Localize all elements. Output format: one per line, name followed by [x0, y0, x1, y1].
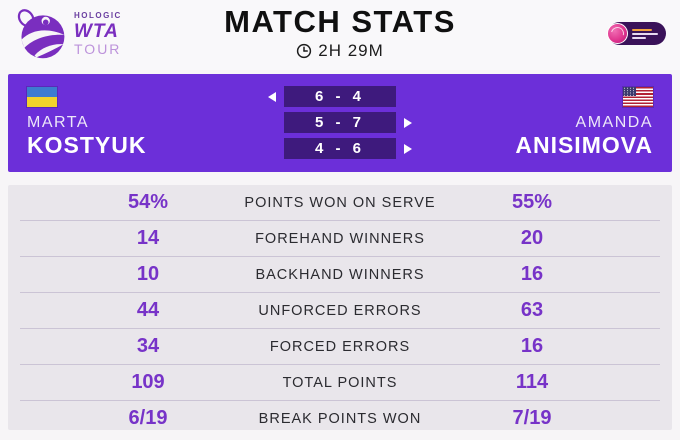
sponsor-logo-icon — [607, 23, 628, 44]
player-right-last-name: ANISIMOVA — [515, 132, 653, 159]
set-3-score: 4 - 6 — [314, 140, 365, 157]
stat-label: UNFORCED ERRORS — [258, 302, 422, 319]
stat-value-anisimova: 63 — [520, 299, 544, 321]
stat-value-kostyuk: 6/19 — [128, 407, 168, 429]
set-scores-column: 6 - 4 5 - 7 4 - 6 — [8, 86, 672, 159]
match-duration: 2H 29M — [0, 41, 680, 61]
stat-value-anisimova: 16 — [520, 335, 544, 357]
set-score-row-3: 4 - 6 — [268, 138, 412, 159]
stat-value-kostyuk: 34 — [136, 335, 160, 357]
set-score-box: 4 - 6 — [284, 138, 396, 159]
clock-icon — [297, 43, 312, 58]
stat-value-kostyuk: 14 — [136, 227, 160, 249]
duration-value: 2H 29M — [318, 40, 384, 60]
stat-value-anisimova: 7/19 — [512, 407, 552, 429]
player-right-first-name: AMANDA — [575, 114, 653, 132]
set-score-box: 5 - 7 — [284, 112, 396, 133]
scoreboard-banner: MARTA KOSTYUK 6 - 4 5 - 7 4 — [8, 74, 672, 172]
wta-logo-text: HOLOGIC WTA TOUR — [74, 11, 122, 57]
player-left-last-name: KOSTYUK — [27, 132, 147, 159]
stat-label: BACKHAND WINNERS — [255, 266, 425, 283]
set-1-score: 6 - 4 — [314, 88, 365, 105]
stat-value-kostyuk: 109 — [131, 371, 165, 393]
stat-row-forehand-winners: 14 FOREHAND WINNERS 20 — [20, 220, 660, 256]
logo-hologic-label: HOLOGIC — [74, 11, 122, 20]
usa-flag-icon — [623, 87, 653, 108]
title-block: MATCH STATS 2H 29M — [0, 4, 680, 61]
player-right: AMANDA ANISIMOVA — [515, 74, 653, 172]
sponsor-logo-text-marks — [632, 28, 658, 39]
player-left: MARTA KOSTYUK — [27, 74, 146, 172]
stat-value-anisimova: 114 — [515, 371, 549, 393]
stat-row-points-won-on-serve: 54% POINTS WON ON SERVE 55% — [20, 185, 660, 220]
header: HOLOGIC WTA TOUR MATCH STATS 2H 29M — [0, 0, 680, 70]
stat-row-forced-errors: 34 FORCED ERRORS 16 — [20, 328, 660, 364]
stats-table: 54% POINTS WON ON SERVE 55% 14 FOREHAND … — [8, 185, 672, 430]
stat-value-anisimova: 20 — [520, 227, 544, 249]
stat-value-anisimova: 16 — [520, 263, 544, 285]
stat-label: POINTS WON ON SERVE — [244, 194, 436, 211]
stat-row-break-points-won: 6/19 BREAK POINTS WON 7/19 — [20, 400, 660, 436]
set-score-row-2: 5 - 7 — [268, 112, 412, 133]
stat-row-total-points: 109 TOTAL POINTS 114 — [20, 364, 660, 400]
set-score-box: 6 - 4 — [284, 86, 396, 107]
page-title: MATCH STATS — [224, 4, 456, 39]
wta-player-mark-icon — [17, 9, 65, 59]
set-score-row-1: 6 - 4 — [268, 86, 412, 107]
stat-value-kostyuk: 44 — [136, 299, 160, 321]
stat-row-unforced-errors: 44 UNFORCED ERRORS 63 — [20, 292, 660, 328]
set-winner-right-arrow-icon — [404, 117, 412, 128]
set-2-score: 5 - 7 — [314, 114, 365, 131]
stat-label: BREAK POINTS WON — [258, 410, 422, 427]
stat-value-kostyuk: 54% — [127, 191, 169, 213]
player-left-first-name: MARTA — [27, 114, 90, 132]
wta-tour-logo: HOLOGIC WTA TOUR — [14, 6, 122, 62]
stat-label: FORCED ERRORS — [269, 338, 411, 355]
stat-label: FOREHAND WINNERS — [255, 230, 425, 247]
stat-row-backhand-winners: 10 BACKHAND WINNERS 16 — [20, 256, 660, 292]
logo-wta-label: WTA — [74, 21, 119, 42]
ukraine-flag-icon — [27, 87, 57, 108]
sponsor-badge — [607, 22, 666, 45]
set-winner-right-arrow-icon — [404, 143, 412, 154]
stat-value-kostyuk: 10 — [136, 263, 160, 285]
set-winner-left-arrow-icon — [268, 91, 276, 102]
logo-tour-label: TOUR — [74, 41, 122, 57]
stat-value-anisimova: 55% — [511, 191, 553, 213]
stat-label: TOTAL POINTS — [282, 374, 398, 391]
